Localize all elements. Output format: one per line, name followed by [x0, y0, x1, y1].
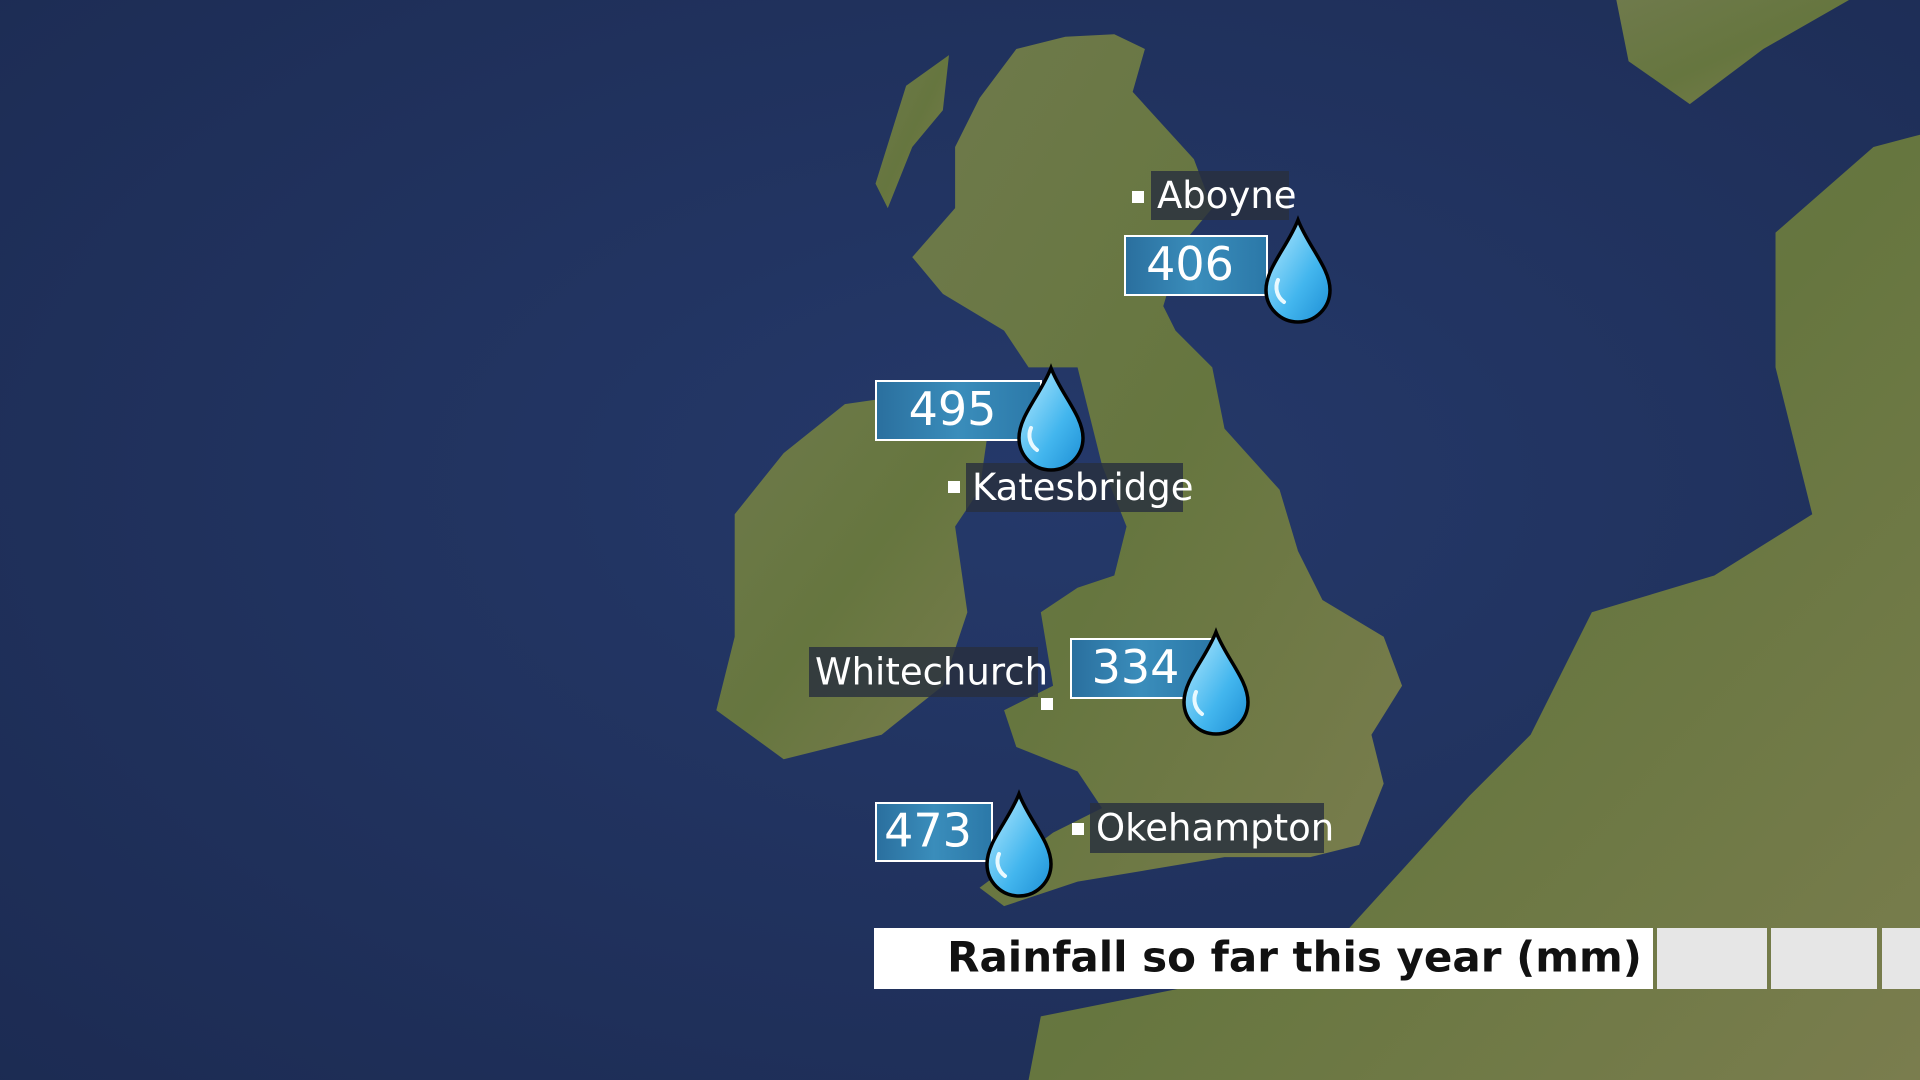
station: Katesbridge 495 — [875, 363, 1194, 512]
rain-drop-shine — [1274, 278, 1286, 304]
continent — [1028, 134, 1920, 1080]
rainfall-value: 473 — [884, 804, 972, 858]
station-marker — [1041, 698, 1053, 710]
stations: Aboyne 406 Katesbridge 495 Whitechurch 334 Oke… — [809, 171, 1334, 898]
rain-drop-shape — [1264, 215, 1332, 324]
value-box — [875, 802, 993, 862]
station-marker — [1132, 191, 1144, 203]
title-bar-segment — [1771, 928, 1877, 989]
title-bar-segment — [1657, 928, 1767, 989]
station: Okehampton 473 — [875, 789, 1334, 898]
station: Aboyne 406 — [1124, 171, 1332, 324]
map-title: Rainfall so far this year (mm) — [947, 933, 1642, 982]
station-name: Okehampton — [1096, 807, 1334, 850]
rain-drop-shine — [1192, 690, 1204, 716]
station-marker — [1072, 823, 1084, 835]
station-name: Katesbridge — [972, 466, 1194, 509]
norway — [1616, 0, 1849, 105]
value-box — [875, 380, 1042, 441]
rain-drop — [985, 789, 1053, 898]
station-name: Aboyne — [1157, 174, 1297, 217]
label-box — [966, 463, 1183, 512]
rainfall-value: 406 — [1146, 237, 1234, 291]
value-box — [1124, 235, 1268, 296]
label-box — [809, 647, 1038, 697]
rain-drop-shape — [1017, 363, 1085, 472]
rain-drop-shape — [985, 789, 1053, 898]
title-bar-segment — [1882, 928, 1920, 989]
station-marker — [948, 481, 960, 493]
rain-drop — [1264, 215, 1332, 324]
label-box — [1151, 171, 1289, 220]
rainfall-value: 495 — [909, 382, 997, 436]
title-bar — [874, 928, 1653, 989]
rain-drop — [1017, 363, 1085, 472]
station: Whitechurch 334 — [809, 627, 1250, 736]
rain-drop — [1182, 627, 1250, 736]
rain-drop-shine — [1027, 426, 1039, 452]
label-box — [1090, 803, 1324, 853]
hebrides — [875, 55, 949, 209]
station-name: Whitechurch — [815, 651, 1048, 694]
rainfall-value: 334 — [1092, 640, 1180, 694]
rain-drop-shape — [1182, 627, 1250, 736]
rain-drop-shine — [995, 852, 1007, 878]
